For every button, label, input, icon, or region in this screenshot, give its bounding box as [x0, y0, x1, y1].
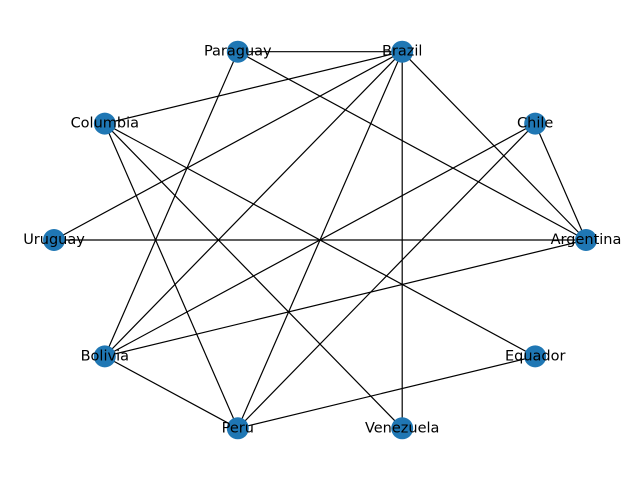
node-peru: [226, 417, 249, 440]
node-brazil: [391, 40, 414, 63]
edge-paraguay-bolivia: [104, 51, 239, 357]
node-layer: [43, 40, 597, 440]
node-venezuela: [391, 417, 414, 440]
edge-columbia-peru: [104, 123, 239, 429]
edge-peru-equador: [237, 355, 536, 429]
edge-columbia-venezuela: [104, 123, 403, 429]
node-label-equador: Equador: [505, 348, 566, 364]
edge-paraguay-argentina: [237, 51, 587, 241]
node-label-bolivia: Bolivia: [81, 348, 129, 364]
node-chile: [524, 112, 547, 135]
node-label-argentina: Argentina: [551, 232, 622, 248]
node-label-chile: Chile: [517, 116, 553, 132]
node-label-brazil: Brazil: [382, 44, 422, 60]
edge-brazil-columbia: [104, 51, 403, 125]
label-layer: Brazil Chile Argentina Equador Venezuela Peru…: [23, 44, 621, 437]
edge-layer: [53, 51, 587, 429]
node-argentina: [575, 229, 597, 251]
edge-brazil-uruguay: [53, 51, 403, 241]
node-equador: [524, 345, 547, 368]
node-label-paraguay: Paraguay: [204, 44, 272, 60]
node-label-columbia: Columbia: [71, 116, 139, 132]
node-bolivia: [93, 345, 116, 368]
node-label-venezuela: Venezuela: [365, 420, 439, 436]
edge-bolivia-peru: [104, 355, 239, 429]
node-label-peru: Peru: [222, 420, 254, 436]
node-columbia: [93, 112, 116, 135]
node-label-uruguay: Uruguay: [23, 232, 85, 248]
node-uruguay: [43, 229, 65, 251]
edge-chile-argentina: [534, 123, 587, 241]
edge-argentina-bolivia: [104, 239, 587, 357]
node-paraguay: [226, 40, 249, 63]
